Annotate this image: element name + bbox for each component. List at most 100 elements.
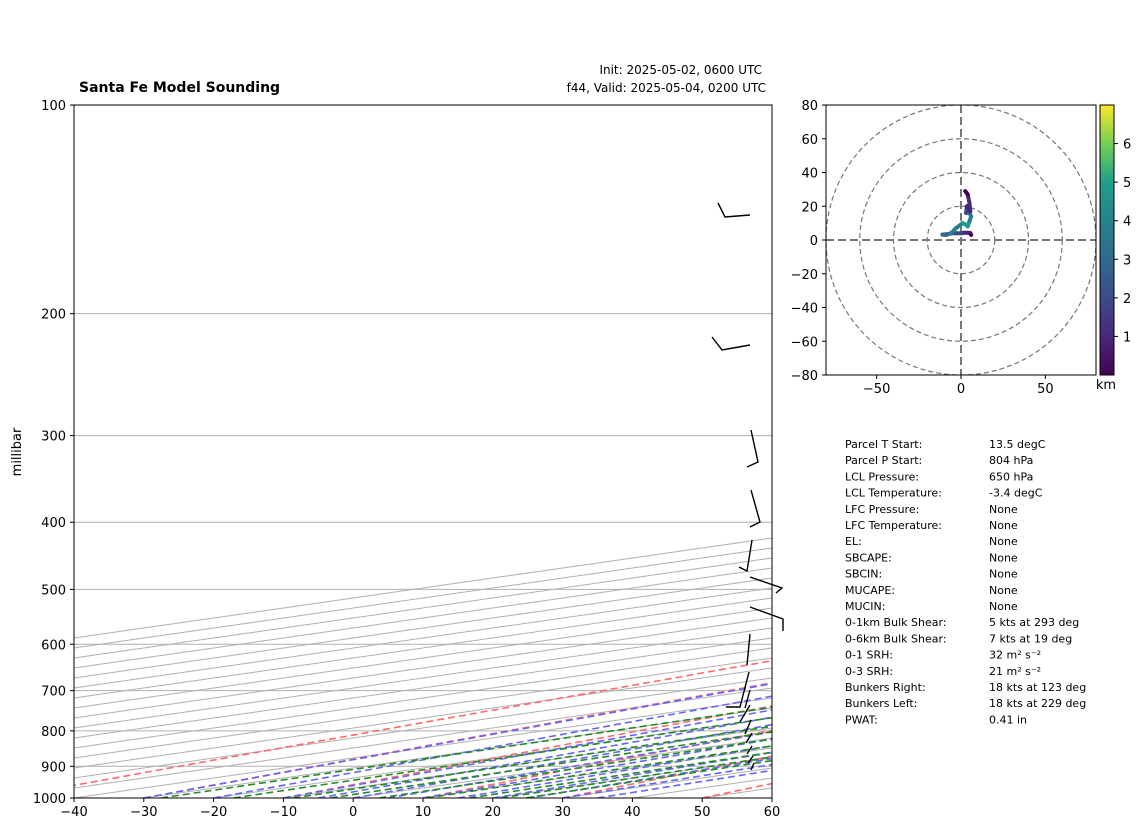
stat-value: None: [989, 551, 1018, 564]
hodo-y-tick-label: −40: [791, 302, 818, 317]
stat-label: Bunkers Left:: [845, 697, 917, 710]
wind-barb: [749, 576, 784, 594]
mixing-ratio-line: [160, 706, 772, 798]
dry-adiabat: [143, 681, 772, 798]
colorbar: [1099, 104, 1115, 376]
stat-value: None: [989, 535, 1018, 548]
dry-adiabat: [562, 755, 772, 798]
x-tick-label: 30: [554, 805, 571, 820]
stat-label: LCL Temperature:: [845, 487, 942, 500]
stat-value: 5 kts at 293 deg: [989, 616, 1079, 629]
stat-label: 0-6km Bulk Shear:: [845, 632, 947, 645]
x-tick-label: 60: [764, 805, 781, 820]
moist-adiabat: [597, 769, 772, 798]
isotherm-line: [74, 667, 772, 769]
hodo-y-tick-label: −60: [791, 335, 818, 350]
isotherm-line: [74, 587, 772, 689]
isotherm-line: [422, 747, 772, 798]
isotherm-line: [74, 657, 772, 759]
hodo-y-tick-label: 0: [810, 234, 818, 249]
y-tick-label: 100: [41, 99, 66, 114]
wind-barb: [746, 633, 751, 666]
x-tick-label: 50: [694, 805, 711, 820]
skewt-ticks: −40 −30 −20 −10 0 10 20 30 40 50 60 100 200 300 400 500…: [33, 99, 780, 820]
colorbar-tick-label: 4: [1123, 215, 1131, 230]
sounding-stats-table: Parcel T Start: 13.5 degC Parcel P Start: 8…: [845, 438, 1086, 726]
skewt-axes-frame: [73, 104, 773, 799]
moist-adiabat: [283, 709, 772, 798]
y-tick-label: 200: [41, 308, 66, 323]
x-tick-label: 20: [485, 805, 502, 820]
y-tick-label: 300: [41, 430, 66, 445]
hodo-x-tick-label: 0: [957, 382, 965, 397]
skewt-title: Santa Fe Model Sounding: [79, 80, 280, 96]
isotherm-line: [74, 607, 772, 709]
init-time: Init: 2025-05-02, 0600 UTC: [599, 63, 762, 77]
hodo-y-tick-label: −20: [791, 268, 818, 283]
stat-value: 650 hPa: [989, 470, 1033, 483]
wind-barb: [744, 719, 752, 735]
wind-barb: [738, 539, 753, 573]
y-tick-label: 900: [41, 760, 66, 775]
colorbar-tick-label: 2: [1123, 292, 1131, 307]
mixing-ratio-line: [525, 759, 772, 798]
stat-label: LFC Pressure:: [845, 503, 919, 516]
stat-value: 0.41 in: [989, 713, 1027, 726]
dry-adiabat: [981, 105, 1142, 798]
hodograph-ticks: −50 0 50 −80 −60 −40 −20 0 20 40 60 80: [791, 99, 1054, 397]
moist-adiabat: [318, 716, 772, 798]
stat-value: None: [989, 600, 1018, 613]
colorbar-tick-label: 3: [1123, 253, 1131, 268]
isotherm-line: [74, 627, 772, 729]
isotherm-line: [842, 105, 1142, 798]
hodograph-ring: [859, 138, 1063, 342]
stat-label: 0-1km Bulk Shear:: [845, 616, 947, 629]
isotherm-line: [143, 707, 772, 798]
hodo-y-tick-label: 80: [801, 99, 818, 114]
stat-value: 18 kts at 229 deg: [989, 697, 1086, 710]
y-tick-label: 500: [41, 583, 66, 598]
dry-adiabat: [842, 105, 1142, 798]
x-tick-label: −40: [60, 805, 87, 820]
stat-label: MUCAPE:: [845, 584, 895, 597]
x-tick-label: −10: [270, 805, 297, 820]
stat-value: 804 hPa: [989, 454, 1033, 467]
wind-barb: [750, 762, 755, 771]
mixing-ratio-line: [500, 756, 772, 798]
wind-barb: [747, 755, 754, 764]
hodo-y-tick-label: 60: [801, 133, 818, 148]
stat-label: Parcel T Start:: [845, 438, 922, 451]
hodo-y-tick-label: −80: [791, 369, 818, 384]
stat-label: SBCAPE:: [845, 551, 892, 564]
x-tick-label: 0: [349, 805, 357, 820]
stat-label: 0-3 SRH:: [845, 665, 893, 678]
isotherm-line: [74, 597, 772, 699]
x-tick-label: −30: [130, 805, 157, 820]
y-tick-label: 400: [41, 516, 66, 531]
y-tick-label: 700: [41, 685, 66, 700]
stat-value: None: [989, 519, 1018, 532]
colorbar-tick-label: 6: [1123, 138, 1131, 153]
dry-adiabat: [74, 659, 772, 787]
moist-adiabat: [143, 682, 772, 798]
mixing-ratio-line: [293, 725, 772, 798]
wind-barb: [745, 732, 753, 744]
stat-label: EL:: [845, 535, 862, 548]
hodo-y-tick-label: 40: [801, 167, 818, 182]
isotherm-line: [74, 637, 772, 739]
isotherm-line: [702, 787, 772, 798]
valid-time: f44, Valid: 2025-05-04, 0200 UTC: [567, 81, 766, 95]
stat-value: -3.4 degC: [989, 487, 1043, 500]
isotherm-line: [74, 617, 772, 719]
stat-value: None: [989, 584, 1018, 597]
dry-adiabat: [1121, 105, 1142, 798]
isotherm-line: [74, 697, 772, 798]
colorbar-tick-label: 5: [1123, 176, 1131, 191]
moist-adiabat: [422, 738, 772, 798]
x-tick-label: −20: [200, 805, 227, 820]
stat-value: 18 kts at 123 deg: [989, 681, 1086, 694]
wind-barbs: [711, 202, 784, 771]
hodo-x-tick-label: −50: [863, 382, 890, 397]
stat-label: Parcel P Start:: [845, 454, 922, 467]
mixing-ratio-line: [233, 716, 772, 798]
